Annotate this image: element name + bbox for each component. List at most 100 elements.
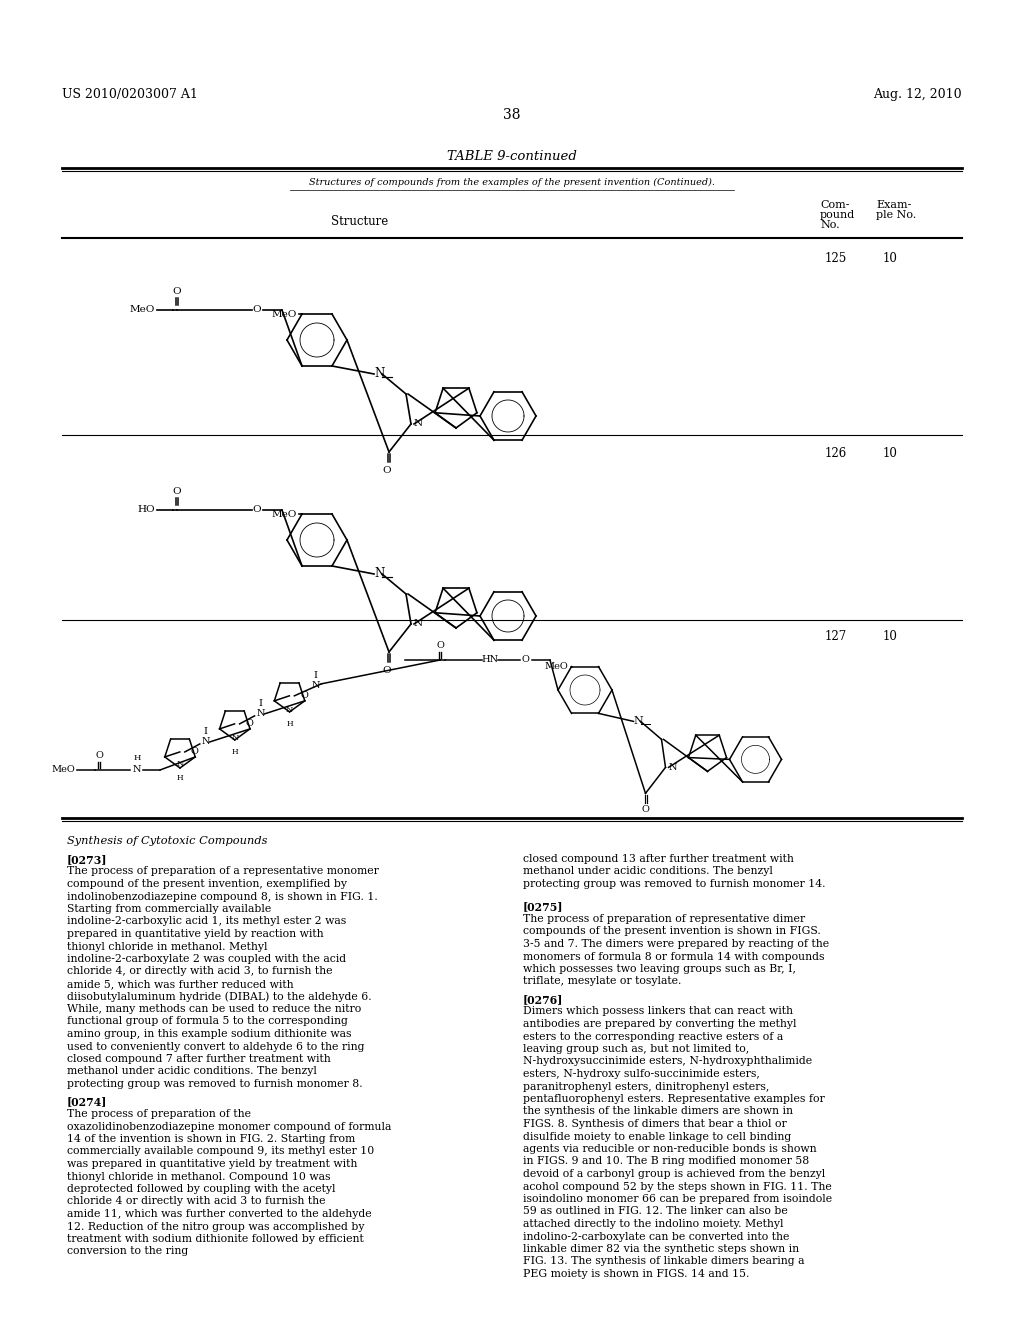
Text: H: H — [133, 754, 140, 762]
Text: isoindolino monomer 66 can be prepared from isoindole: isoindolino monomer 66 can be prepared f… — [523, 1195, 833, 1204]
Text: indolino-2-carboxylate can be converted into the: indolino-2-carboxylate can be converted … — [523, 1232, 790, 1242]
Text: antibodies are prepared by converting the methyl: antibodies are prepared by converting th… — [523, 1019, 797, 1030]
Text: The process of preparation of a representative monomer: The process of preparation of a represen… — [67, 866, 379, 876]
Text: The process of preparation of the: The process of preparation of the — [67, 1109, 251, 1119]
Text: 38: 38 — [503, 108, 521, 121]
Text: O: O — [246, 719, 254, 729]
Text: conversion to the ring: conversion to the ring — [67, 1246, 188, 1257]
Text: H: H — [231, 748, 239, 756]
Text: I: I — [204, 727, 208, 737]
Text: N: N — [414, 420, 423, 429]
Text: deprotected followed by coupling with the acetyl: deprotected followed by coupling with th… — [67, 1184, 336, 1195]
Text: agents via reducible or non-reducible bonds is shown: agents via reducible or non-reducible bo… — [523, 1144, 816, 1154]
Text: N: N — [669, 763, 677, 772]
Text: FIG. 13. The synthesis of linkable dimers bearing a: FIG. 13. The synthesis of linkable dimer… — [523, 1257, 805, 1266]
Text: methanol under acidic conditions. The benzyl: methanol under acidic conditions. The be… — [523, 866, 773, 876]
Text: oxazolidinobenzodiazepine monomer compound of formula: oxazolidinobenzodiazepine monomer compou… — [67, 1122, 391, 1131]
Text: compound of the present invention, exemplified by: compound of the present invention, exemp… — [67, 879, 347, 888]
Text: N: N — [414, 619, 423, 628]
Text: HN: HN — [481, 656, 499, 664]
Text: I: I — [313, 672, 317, 680]
Text: triflate, mesylate or tosylate.: triflate, mesylate or tosylate. — [523, 977, 681, 986]
Text: 10: 10 — [883, 630, 898, 643]
Text: paranitrophenyl esters, dinitrophenyl esters,: paranitrophenyl esters, dinitrophenyl es… — [523, 1081, 769, 1092]
Text: chloride 4 or directly with acid 3 to furnish the: chloride 4 or directly with acid 3 to fu… — [67, 1196, 326, 1206]
Text: leaving group such as, but not limited to,: leaving group such as, but not limited t… — [523, 1044, 750, 1053]
Text: monomers of formula 8 or formula 14 with compounds: monomers of formula 8 or formula 14 with… — [523, 952, 824, 961]
Text: H: H — [287, 719, 293, 727]
Text: N-hydroxysuccinimide esters, N-hydroxyphthalimide: N-hydroxysuccinimide esters, N-hydroxyph… — [523, 1056, 812, 1067]
Text: O: O — [521, 656, 529, 664]
Text: devoid of a carbonyl group is achieved from the benzyl: devoid of a carbonyl group is achieved f… — [523, 1170, 825, 1179]
Text: O: O — [253, 506, 261, 515]
Text: MeO: MeO — [51, 766, 75, 775]
Text: linkable dimer 82 via the synthetic steps shown in: linkable dimer 82 via the synthetic step… — [523, 1243, 799, 1254]
Text: O: O — [383, 667, 391, 675]
Text: Com-: Com- — [820, 201, 850, 210]
Text: TABLE 9-continued: TABLE 9-continued — [447, 150, 577, 162]
Text: N: N — [231, 734, 239, 742]
Text: FIGS. 8. Synthesis of dimers that bear a thiol or: FIGS. 8. Synthesis of dimers that bear a… — [523, 1119, 786, 1129]
Text: indoline-2-carboxylate 2 was coupled with the acid: indoline-2-carboxylate 2 was coupled wit… — [67, 954, 346, 964]
Text: [0276]: [0276] — [523, 994, 563, 1005]
Text: Aug. 12, 2010: Aug. 12, 2010 — [873, 88, 962, 102]
Text: 59 as outlined in FIG. 12. The linker can also be: 59 as outlined in FIG. 12. The linker ca… — [523, 1206, 787, 1217]
Text: was prepared in quantitative yield by treatment with: was prepared in quantitative yield by tr… — [67, 1159, 357, 1170]
Text: treatment with sodium dithionite followed by efficient: treatment with sodium dithionite followe… — [67, 1234, 364, 1243]
Text: O: O — [642, 805, 649, 814]
Text: thionyl chloride in methanol. Methyl: thionyl chloride in methanol. Methyl — [67, 941, 267, 952]
Text: O: O — [173, 288, 181, 297]
Text: Structures of compounds from the examples of the present invention (Continued).: Structures of compounds from the example… — [309, 178, 715, 187]
Text: 10: 10 — [883, 447, 898, 459]
Text: 3-5 and 7. The dimers were prepared by reacting of the: 3-5 and 7. The dimers were prepared by r… — [523, 939, 829, 949]
Text: 125: 125 — [825, 252, 847, 265]
Text: amide 11, which was further converted to the aldehyde: amide 11, which was further converted to… — [67, 1209, 372, 1218]
Text: pound: pound — [820, 210, 855, 220]
Text: O: O — [173, 487, 181, 496]
Text: I: I — [259, 700, 262, 709]
Text: amide 5, which was further reduced with: amide 5, which was further reduced with — [67, 979, 294, 989]
Text: Exam-: Exam- — [876, 201, 911, 210]
Text: O: O — [383, 466, 391, 475]
Text: chloride 4, or directly with acid 3, to furnish the: chloride 4, or directly with acid 3, to … — [67, 966, 333, 977]
Text: N: N — [256, 709, 265, 718]
Text: 127: 127 — [825, 630, 847, 643]
Text: Dimers which possess linkers that can react with: Dimers which possess linkers that can re… — [523, 1006, 793, 1016]
Text: functional group of formula 5 to the corresponding: functional group of formula 5 to the cor… — [67, 1016, 348, 1027]
Text: amino group, in this example sodium dithionite was: amino group, in this example sodium dith… — [67, 1030, 351, 1039]
Text: US 2010/0203007 A1: US 2010/0203007 A1 — [62, 88, 198, 102]
Text: protecting group was removed to furnish monomer 14.: protecting group was removed to furnish … — [523, 879, 825, 888]
Text: ple No.: ple No. — [876, 210, 916, 220]
Text: commercially available compound 9, its methyl ester 10: commercially available compound 9, its m… — [67, 1147, 374, 1156]
Text: methanol under acidic conditions. The benzyl: methanol under acidic conditions. The be… — [67, 1067, 316, 1077]
Text: 10: 10 — [883, 252, 898, 265]
Text: 12. Reduction of the nitro group was accomplished by: 12. Reduction of the nitro group was acc… — [67, 1221, 365, 1232]
Text: [0274]: [0274] — [67, 1097, 108, 1107]
Text: prepared in quantitative yield by reaction with: prepared in quantitative yield by reacti… — [67, 929, 324, 939]
Text: MeO: MeO — [271, 510, 297, 519]
Text: HO: HO — [137, 506, 155, 515]
Text: disulfide moiety to enable linkage to cell binding: disulfide moiety to enable linkage to ce… — [523, 1131, 792, 1142]
Text: O: O — [436, 640, 444, 649]
Text: MeO: MeO — [271, 309, 297, 318]
Text: indoline-2-carboxylic acid 1, its methyl ester 2 was: indoline-2-carboxylic acid 1, its methyl… — [67, 916, 346, 927]
Text: N: N — [634, 717, 643, 726]
Text: N: N — [176, 760, 183, 768]
Text: esters, N-hydroxy sulfo-succinimide esters,: esters, N-hydroxy sulfo-succinimide este… — [523, 1069, 760, 1078]
Text: While, many methods can be used to reduce the nitro: While, many methods can be used to reduc… — [67, 1005, 361, 1014]
Text: Synthesis of Cytotoxic Compounds: Synthesis of Cytotoxic Compounds — [67, 836, 267, 846]
Text: closed compound 13 after further treatment with: closed compound 13 after further treatme… — [523, 854, 794, 865]
Text: PEG moiety is shown in FIGS. 14 and 15.: PEG moiety is shown in FIGS. 14 and 15. — [523, 1269, 750, 1279]
Text: O: O — [300, 692, 308, 701]
Text: N: N — [311, 681, 319, 690]
Text: MeO: MeO — [545, 663, 568, 671]
Text: which possesses two leaving groups such as Br, I,: which possesses two leaving groups such … — [523, 964, 796, 974]
Text: O: O — [253, 305, 261, 314]
Text: N: N — [374, 367, 384, 380]
Text: indolinobenzodiazepine compound 8, is shown in FIG. 1.: indolinobenzodiazepine compound 8, is sh… — [67, 891, 378, 902]
Text: [0275]: [0275] — [523, 902, 563, 912]
Text: esters to the corresponding reactive esters of a: esters to the corresponding reactive est… — [523, 1031, 783, 1041]
Text: O: O — [95, 751, 103, 759]
Text: used to conveniently convert to aldehyde 6 to the ring: used to conveniently convert to aldehyde… — [67, 1041, 365, 1052]
Text: N: N — [202, 738, 210, 746]
